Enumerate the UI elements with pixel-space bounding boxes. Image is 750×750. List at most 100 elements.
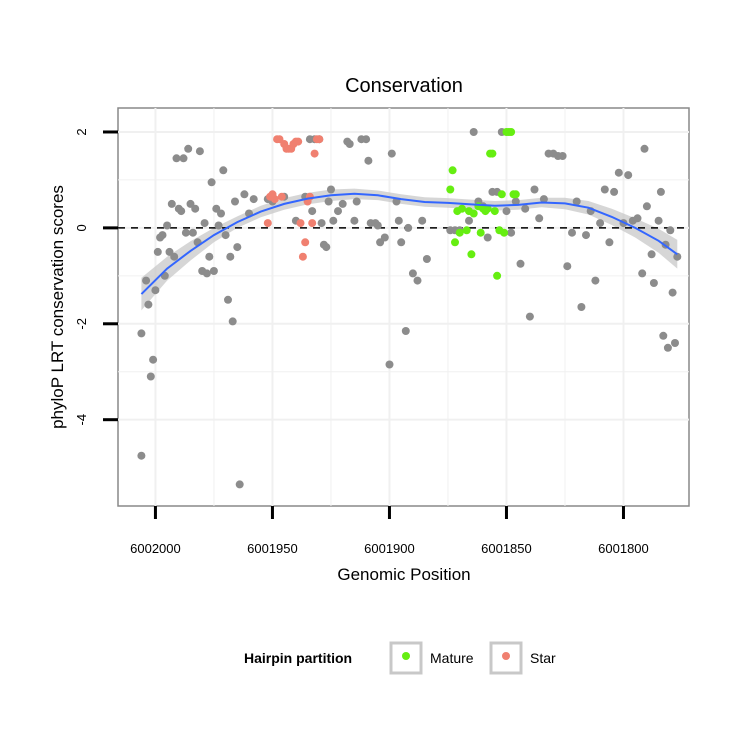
point-other xyxy=(219,166,228,175)
point-other xyxy=(671,339,679,347)
point-other xyxy=(205,252,214,261)
y-tick-label: -2 xyxy=(74,318,89,330)
grid-lines xyxy=(118,108,689,506)
point-other xyxy=(408,269,417,278)
point-other xyxy=(673,252,682,261)
point-other xyxy=(362,135,371,144)
point-mature xyxy=(497,190,506,199)
point-star xyxy=(270,195,279,204)
point-other xyxy=(465,216,473,225)
legend: Hairpin partition Mature Star xyxy=(244,641,556,675)
point-mature xyxy=(476,228,485,237)
point-other xyxy=(397,238,406,247)
point-other xyxy=(209,267,218,275)
point-other xyxy=(525,312,534,321)
point-other xyxy=(633,214,642,223)
x-tick-label: 6001850 xyxy=(481,541,532,556)
point-other xyxy=(170,252,179,261)
point-other xyxy=(151,286,160,295)
point-star xyxy=(308,219,317,228)
y-tick-label: -4 xyxy=(74,414,89,426)
point-other xyxy=(387,149,396,158)
point-other xyxy=(167,199,176,208)
point-other xyxy=(394,216,403,225)
legend-label-mature: Mature xyxy=(430,650,474,666)
point-other xyxy=(345,140,354,148)
point-mature xyxy=(493,271,502,280)
point-other xyxy=(324,197,333,206)
y-axis-title: phyloP LRT conservation scores xyxy=(48,185,67,429)
smooth-trend-line xyxy=(140,192,678,295)
point-star xyxy=(315,135,324,144)
point-other xyxy=(418,216,427,225)
point-other xyxy=(188,228,197,237)
point-mature xyxy=(469,209,478,218)
point-other xyxy=(624,171,633,180)
point-other xyxy=(642,202,651,211)
point-other xyxy=(647,250,656,259)
point-other xyxy=(563,262,572,271)
legend-dot-mature xyxy=(402,652,410,660)
point-mature xyxy=(467,250,476,259)
x-tick-label: 6001950 xyxy=(247,541,298,556)
point-other xyxy=(591,276,600,285)
point-other xyxy=(226,252,235,261)
point-other xyxy=(184,144,193,153)
point-other xyxy=(654,216,663,225)
point-other xyxy=(413,276,422,285)
legend-dot-star xyxy=(502,652,510,660)
data-points xyxy=(137,128,682,489)
point-other xyxy=(539,195,548,204)
point-other xyxy=(507,228,516,237)
point-other xyxy=(217,209,225,218)
point-other xyxy=(558,152,567,160)
point-other xyxy=(401,327,410,335)
point-other xyxy=(521,204,530,213)
point-other xyxy=(530,185,539,194)
point-other xyxy=(240,190,249,199)
point-other xyxy=(137,329,146,338)
point-other xyxy=(308,207,317,216)
point-other xyxy=(207,178,216,187)
point-star xyxy=(301,238,310,247)
point-other xyxy=(572,197,581,206)
point-other xyxy=(172,154,181,163)
point-other xyxy=(668,288,677,297)
point-other xyxy=(605,238,614,247)
point-other xyxy=(163,221,172,230)
point-other xyxy=(380,233,389,242)
point-other xyxy=(640,144,649,153)
point-other xyxy=(233,243,242,252)
x-tick-label: 6001800 xyxy=(598,541,649,556)
point-other xyxy=(158,231,167,240)
point-other xyxy=(249,195,258,204)
point-other xyxy=(600,185,609,194)
point-star xyxy=(277,192,286,201)
y-tick-label: 2 xyxy=(74,128,89,135)
point-other xyxy=(327,185,335,194)
legend-label-star: Star xyxy=(530,650,556,666)
point-other xyxy=(649,279,658,287)
point-star xyxy=(296,219,305,228)
point-other xyxy=(577,303,586,311)
point-other xyxy=(568,228,576,237)
point-mature xyxy=(455,228,464,237)
point-other xyxy=(214,221,223,230)
point-star xyxy=(298,252,307,261)
point-other xyxy=(535,214,544,223)
point-mature xyxy=(458,204,466,213)
point-other xyxy=(659,331,668,340)
chart-title: Conservation xyxy=(345,75,463,97)
x-tick-label: 6001900 xyxy=(364,541,415,556)
point-other xyxy=(137,451,146,460)
point-other xyxy=(404,223,413,232)
point-other xyxy=(483,233,492,242)
point-other xyxy=(195,147,204,156)
point-other xyxy=(373,221,382,230)
point-mature xyxy=(483,204,492,213)
point-other xyxy=(191,204,200,213)
point-other xyxy=(142,276,151,285)
y-axis: -4 -2 0 2 xyxy=(74,128,118,425)
point-other xyxy=(228,317,237,326)
point-other xyxy=(153,247,162,256)
